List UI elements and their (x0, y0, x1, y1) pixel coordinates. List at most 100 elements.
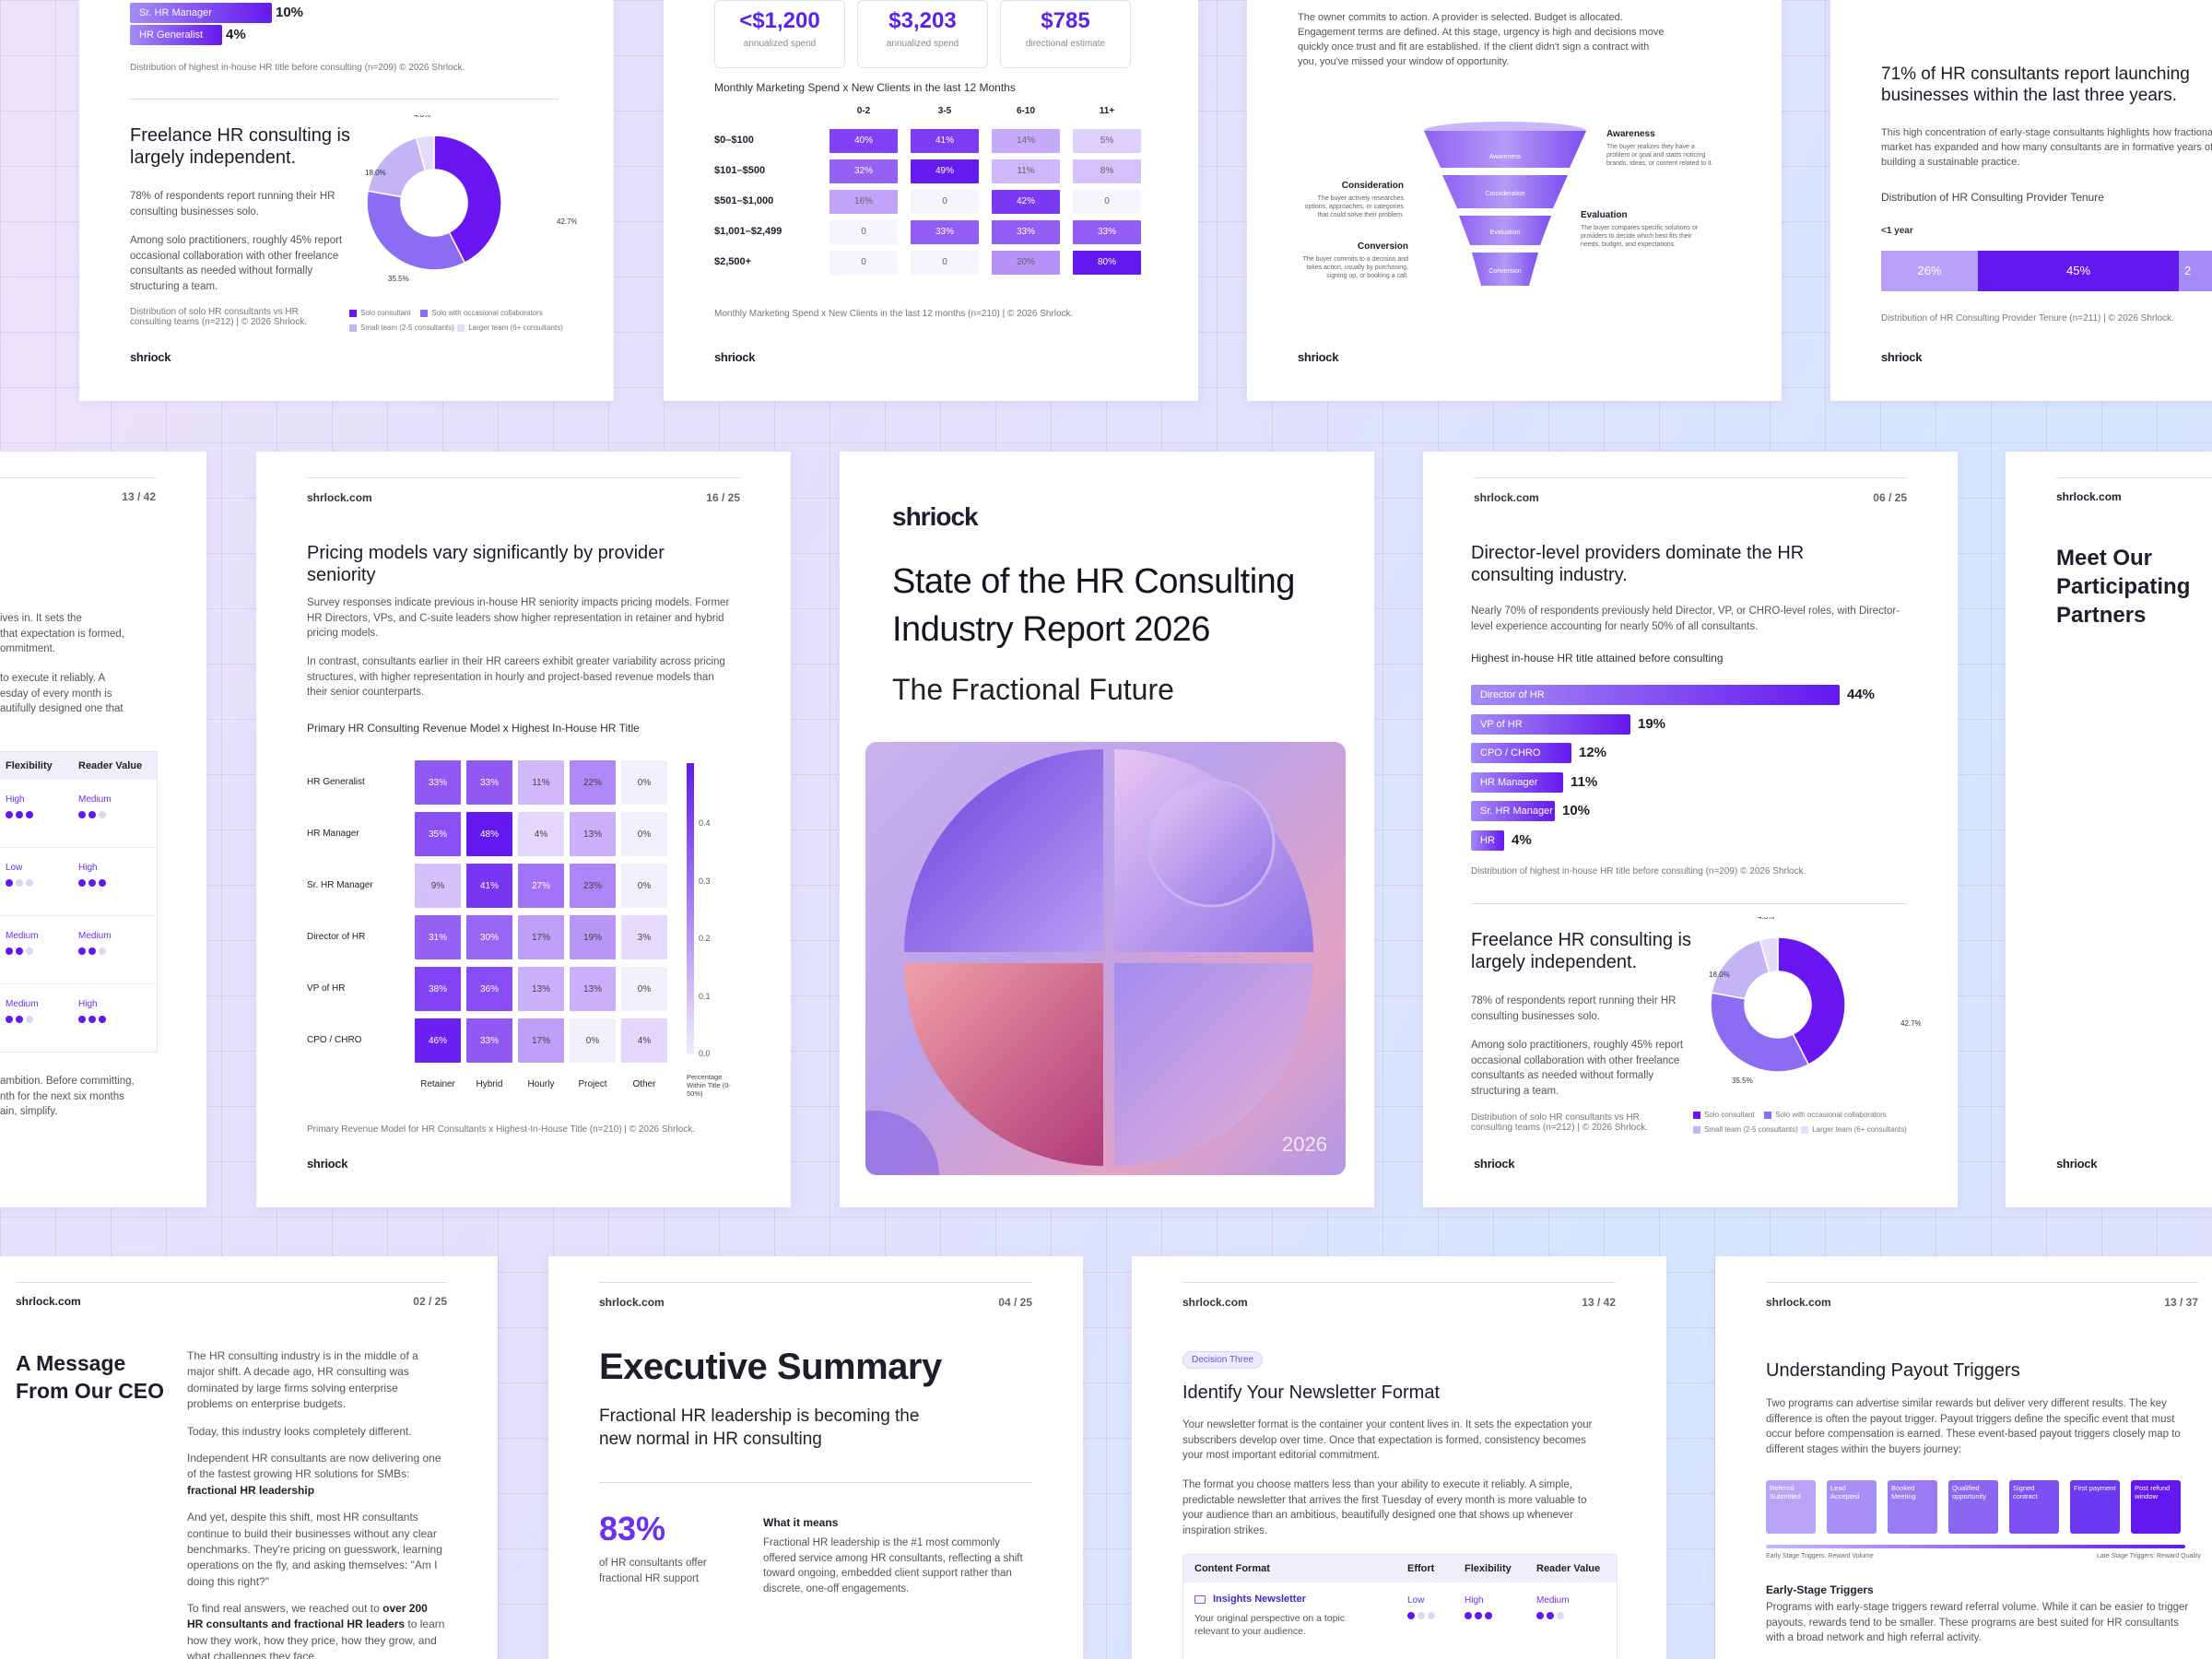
bar-hr-generalist: HR Generalist (130, 25, 222, 45)
quadrant-bottom-right (1114, 963, 1313, 1166)
divider (2056, 477, 2212, 478)
brand-logo: shriock (714, 350, 756, 364)
stat-label: of HR consultants offer fractional HR su… (599, 1558, 707, 1584)
page-header: shrlock.com 06 / 25 (1474, 477, 1907, 504)
row-header: HR Manager (307, 829, 359, 839)
heatmap-cell: 0 (830, 251, 898, 275)
tenure-segment: 2 (2179, 251, 2212, 291)
chart-caption: Primary Revenue Model for HR Consultants… (307, 1124, 695, 1135)
slice-label: 42.7% (1900, 1019, 1921, 1028)
col-header: 3-5 (937, 106, 952, 116)
heatmap-cell: 16% (830, 190, 898, 214)
heatmap-cell: 0% (621, 864, 667, 908)
section-title: Executive Summary (599, 1347, 942, 1387)
heatmap-cell: 30% (466, 915, 512, 959)
quadrant-top-left (904, 749, 1103, 952)
section-body: The owner commits to action. A provider … (1298, 12, 1665, 67)
chart-title: Monthly Marketing Spend x New Clients in… (714, 81, 1016, 94)
ceo-letter: The HR consulting industry is in the mid… (187, 1349, 445, 1659)
heatmap-cell: 13% (570, 967, 616, 1011)
chart-title: Distribution of HR Consulting Provider T… (1881, 191, 2104, 204)
row-header: $2,500+ (714, 256, 752, 267)
rating-cell: High (78, 999, 109, 1026)
page-header: shrlock.com 04 / 25 (599, 1282, 1032, 1309)
table-row[interactable]: Insights Newsletter Your original perspe… (1194, 1594, 1570, 1638)
heatmap-cell: 27% (518, 864, 564, 908)
chart-caption: Distribution of highest in-house HR titl… (1471, 866, 1806, 877)
rating-cell: High (6, 794, 36, 821)
brand-logo: shriock (1298, 350, 1339, 364)
col-header: Hourly (527, 1079, 555, 1089)
report-page-ceo: shrlock.com 02 / 25 A Message From Our C… (0, 1256, 498, 1659)
table-header: Flexibility Reader Value (0, 752, 157, 780)
chart-caption: Monthly Marketing Spend x New Clients in… (714, 309, 1074, 319)
page-header: shrlock.com 13 / 42 (1182, 1282, 1616, 1309)
heatmap-cell: 0% (621, 812, 667, 856)
section-body: The format you choose matters less than … (1182, 1479, 1587, 1537)
donut-slice-2 (367, 136, 427, 198)
section-body: Your newsletter format is the container … (1182, 1419, 1593, 1462)
table-row[interactable]: High Medium (0, 780, 157, 847)
heatmap-cell: 80% (1073, 251, 1141, 275)
section-body: ives in. It sets the that expectation is … (0, 613, 124, 655)
donut-slice-3 (1759, 936, 1779, 974)
scale-tick: 0.1 (699, 991, 711, 1001)
bar-value: 44% (1847, 687, 1876, 702)
page-number: 02 / 25 (413, 1295, 447, 1308)
donut-legend: Solo consultant Solo with occasional col… (349, 306, 589, 335)
table-row[interactable]: Low High (0, 847, 157, 915)
heatmap-cell: 42% (992, 190, 1060, 214)
table-row[interactable]: Medium Medium (0, 915, 157, 983)
sub-title: Early-Stage Triggers (1766, 1583, 1874, 1596)
donut-chart: 42.7% 35.5% 18.0% 4.3% (1709, 917, 1921, 1085)
heatmap-cell: 0 (830, 220, 898, 244)
heatmap-cell: 19% (570, 915, 616, 959)
trigger-card: Booked Meeting (1888, 1480, 1937, 1534)
pricing-heatmap: HR Generalist 33% 33% 11% 22% 0% HR Manager 35%… (307, 760, 749, 1101)
row-header: $0–$100 (714, 135, 754, 146)
rating-cell: Low (6, 863, 36, 889)
heatmap-cell: 38% (415, 967, 461, 1011)
heatmap-cell: 48% (466, 812, 512, 856)
rating-cell: High (78, 863, 109, 889)
slice-label: 42.7% (557, 218, 577, 226)
axis-label-left: Early Stage Triggers: Reward Volume (1766, 1553, 1874, 1559)
report-page-partners: shrlock.com Meet Our Participating Partn… (2006, 452, 2212, 1207)
slice-label: 18.0% (1709, 971, 1730, 979)
tenure-legend: <1 year (1881, 226, 1913, 236)
quadrant-bottom-left (904, 963, 1103, 1166)
stat-card: $3,203 annualized spend (857, 0, 988, 68)
row-header: VP of HR (307, 983, 346, 994)
funnel-annotation-evaluation: Evaluation The buyer compares specific s… (1581, 210, 1699, 249)
stat-value: 83% (599, 1510, 666, 1547)
col-header: 6-10 (1016, 106, 1035, 116)
row-header: $1,001–$2,499 (714, 226, 782, 237)
section-body: 78% of respondents report running their … (1471, 995, 1677, 1022)
tenure-segment: 26% (1881, 251, 1978, 291)
heatmap-cell: 0 (1073, 190, 1141, 214)
brand-logo: shriock (1881, 350, 1923, 364)
section-title: Freelance HR consulting is largely indep… (130, 125, 350, 168)
donut-slice-0 (433, 135, 502, 265)
scale-tick: 0.3 (699, 876, 711, 886)
row-header: Director of HR (307, 932, 366, 942)
slice-label: 18.0% (365, 169, 386, 177)
heatmap-cell: 0 (911, 190, 979, 214)
legend-item: Solo with occasional collaborators (1764, 1111, 1887, 1119)
divider (0, 477, 156, 478)
slice-label: 4.3% (414, 115, 430, 119)
row-header: $101–$500 (714, 165, 766, 176)
what-body: Fractional HR leadership is the #1 most … (763, 1537, 1023, 1595)
heatmap-cell: 36% (466, 967, 512, 1011)
report-cover: shriock State of the HR Consulting Indus… (840, 452, 1374, 1207)
funnel-label: Awareness (1489, 154, 1522, 160)
cover-subtitle: The Fractional Future (892, 673, 1174, 706)
cover-title: State of the HR Consulting Industry Repo… (892, 562, 1295, 650)
report-page-independence-top: Sr. HR Manager 10% HR Generalist 4% Dist… (79, 0, 614, 401)
bar-4: Sr. HR Manager (1471, 801, 1555, 821)
table-row[interactable]: Medium High (0, 983, 157, 1052)
slice-label: 4.3% (1758, 917, 1774, 921)
section-body: In contrast, consultants earlier in thei… (307, 656, 725, 699)
bar-0: Director of HR (1471, 685, 1840, 705)
heatmap-cell: 23% (570, 864, 616, 908)
